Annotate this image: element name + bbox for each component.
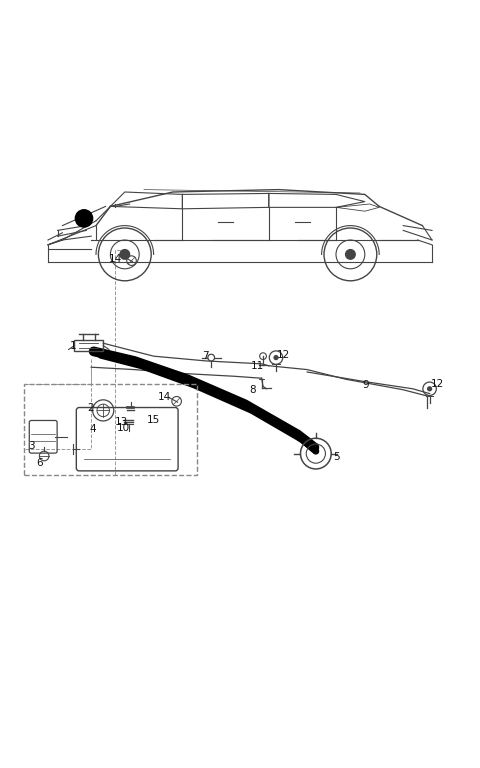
Text: 13: 13 (115, 417, 128, 427)
Circle shape (208, 354, 215, 361)
Text: 15: 15 (147, 415, 160, 425)
Text: 12: 12 (276, 350, 290, 360)
Text: 4: 4 (90, 424, 96, 434)
Text: 12: 12 (431, 379, 444, 389)
Circle shape (274, 356, 278, 359)
Text: 14: 14 (108, 254, 122, 264)
Circle shape (346, 250, 355, 260)
Circle shape (428, 387, 432, 391)
Text: 8: 8 (250, 386, 256, 396)
Text: 3: 3 (28, 442, 35, 452)
Bar (24, 384, 197, 475)
Text: 2: 2 (87, 403, 94, 413)
Text: 10: 10 (117, 423, 131, 433)
Text: 9: 9 (362, 380, 369, 390)
Circle shape (120, 250, 130, 260)
Text: 14: 14 (157, 392, 171, 402)
Text: 6: 6 (36, 458, 43, 468)
Text: 11: 11 (251, 361, 264, 371)
Text: 7: 7 (202, 351, 209, 361)
Circle shape (75, 210, 93, 227)
Text: 5: 5 (333, 452, 339, 462)
Text: 1: 1 (70, 340, 76, 351)
